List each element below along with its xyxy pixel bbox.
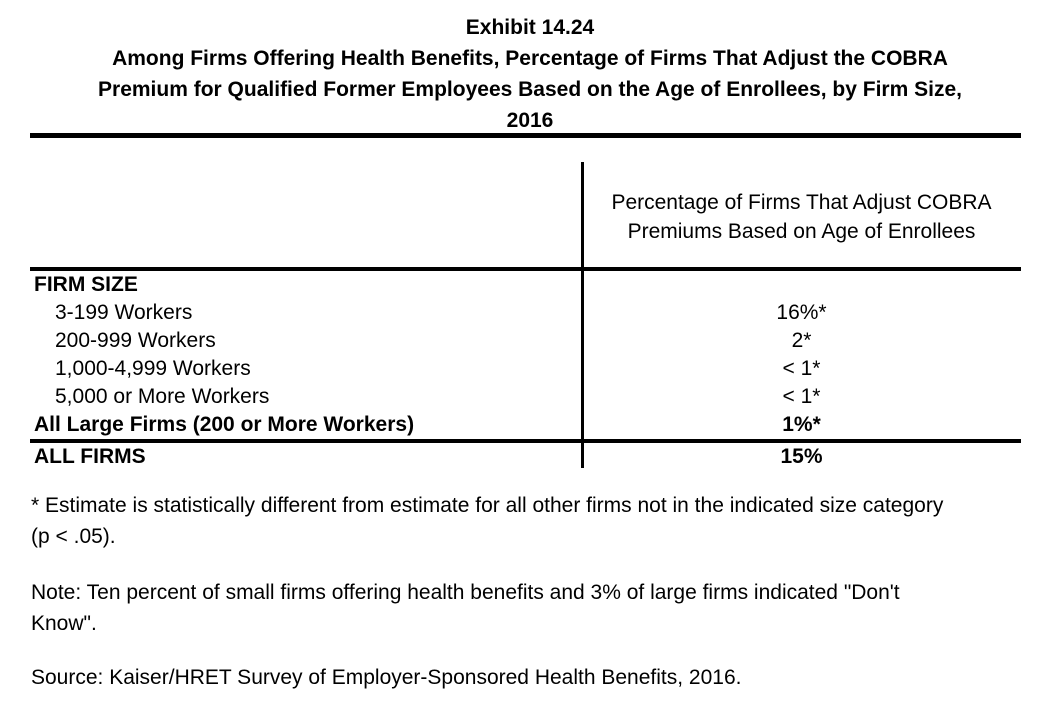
exhibit-title-line-1: Among Firms Offering Health Benefits, Pe… [112, 47, 948, 70]
table-row-3-199-workers: 3-199 Workers 16%* [30, 299, 1021, 327]
header-divider-rule [30, 267, 1021, 271]
row-label: 1,000-4,999 Workers [55, 357, 251, 380]
exhibit-title: Exhibit 14.24 Among Firms Offering Healt… [0, 12, 1060, 136]
exhibit-title-line-2: Premium for Qualified Former Employees B… [98, 78, 962, 101]
table-row-200-999-workers: 200-999 Workers 2* [30, 327, 1021, 355]
footnote-note: Note: Ten percent of small firms offerin… [31, 577, 1041, 639]
footnote-line: (p < .05). [31, 525, 116, 548]
table-row-all-firms: ALL FIRMS 15% [30, 443, 1021, 471]
row-value: < 1* [782, 357, 821, 380]
footnote-line: * Estimate is statistically different fr… [31, 494, 944, 517]
table-row-1000-4999-workers: 1,000-4,999 Workers < 1* [30, 355, 1021, 383]
row-value: 16%* [776, 301, 827, 324]
footnote-source: Source: Kaiser/HRET Survey of Employer-S… [31, 662, 1041, 693]
footnote-line: Source: Kaiser/HRET Survey of Employer-S… [31, 666, 742, 689]
total-divider-rule [30, 439, 1021, 443]
footnote-statistical-significance: * Estimate is statistically different fr… [31, 490, 1041, 552]
row-value: 2* [791, 329, 812, 352]
exhibit-title-year: 2016 [506, 109, 554, 132]
column-divider-line [581, 162, 584, 468]
row-label: 5,000 or More Workers [55, 385, 270, 408]
table-row-5000-or-more-workers: 5,000 or More Workers < 1* [30, 383, 1021, 411]
value-column-header-line-1: Percentage of Firms That Adjust COBRA [611, 191, 992, 214]
firm-size-table: FIRM SIZE 3-199 Workers 16%* 200-999 Wor… [30, 271, 1021, 439]
row-label: 3-199 Workers [55, 301, 193, 324]
row-label: FIRM SIZE [34, 273, 138, 296]
row-label: ALL FIRMS [34, 445, 146, 468]
value-column-header-line-2: Premiums Based on Age of Enrollees [627, 220, 976, 243]
footnote-line: Note: Ten percent of small firms offerin… [31, 581, 900, 604]
exhibit-number: Exhibit 14.24 [465, 16, 595, 39]
table-row-firm-size-header: FIRM SIZE [30, 271, 1021, 299]
row-label: All Large Firms (200 or More Workers) [34, 413, 415, 436]
row-value: 1%* [782, 413, 821, 436]
row-label: 200-999 Workers [55, 329, 216, 352]
title-divider-rule [30, 133, 1021, 138]
footnote-line: Know". [31, 612, 97, 635]
row-value: 15% [780, 445, 823, 468]
row-value: < 1* [782, 385, 821, 408]
value-column-header: Percentage of Firms That Adjust COBRA Pr… [582, 188, 1021, 246]
table-row-all-large-firms: All Large Firms (200 or More Workers) 1%… [30, 411, 1021, 439]
